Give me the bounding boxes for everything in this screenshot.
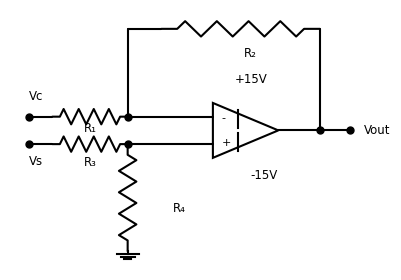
Text: +: + (221, 138, 231, 148)
Text: R₃: R₃ (83, 157, 96, 169)
Text: Vs: Vs (28, 155, 43, 168)
Text: -15V: -15V (250, 169, 277, 182)
Text: R₁: R₁ (83, 122, 96, 135)
Text: +15V: +15V (234, 73, 267, 86)
Text: Vout: Vout (363, 124, 389, 137)
Text: R₂: R₂ (243, 47, 256, 60)
Text: Vc: Vc (28, 90, 43, 103)
Text: -: - (221, 113, 225, 123)
Text: R₄: R₄ (173, 202, 186, 215)
